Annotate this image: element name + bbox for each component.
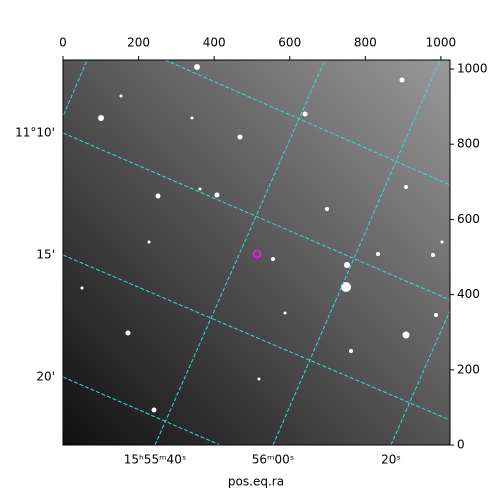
ra-grid-line [390,309,450,445]
dec-tick-label: 20' [36,370,55,384]
sky-image [63,60,450,445]
ra-tick-label: 56ᵐ00ˢ [252,453,295,467]
y-tick-label: 800 [457,137,480,151]
dec-tick-label: 11°10' [15,126,55,140]
dec-tick-label: 15' [36,248,55,262]
y-tick-label: 400 [457,287,480,301]
y-tick-label: 600 [457,212,480,226]
y-tick-label: 0 [457,438,465,452]
x-tick-label: 0 [59,36,67,50]
dec-grid-line [63,132,450,301]
ra-grid-line [154,60,326,445]
x-axis-label: pos.eq.ra [228,475,284,489]
x-tick-label: 200 [127,36,150,50]
ra-tick-label: 20ˢ [381,453,401,467]
y-tick-label: 200 [457,362,480,376]
x-tick-label: 400 [203,36,226,50]
ra-grid-line [272,60,441,445]
x-tick-label: 600 [278,36,301,50]
frame [62,59,451,446]
stars [80,64,444,413]
target-marker [252,249,262,259]
x-tick-label: 1000 [426,36,457,50]
y-tick-label: 1000 [457,62,488,76]
ra-tick-label: 15ʰ55ᵐ40ˢ [124,453,187,467]
dec-grid-line [63,376,221,445]
dec-grid-line [63,254,450,421]
dec-grid-line [164,60,450,186]
x-tick-label: 800 [354,36,377,50]
